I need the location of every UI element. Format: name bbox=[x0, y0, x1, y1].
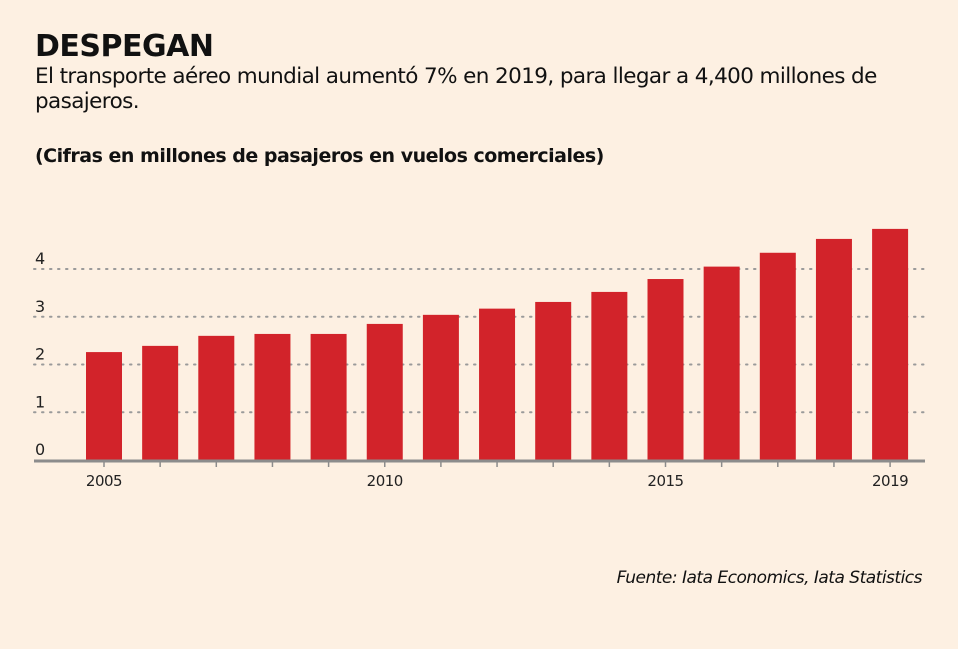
bar-2006 bbox=[142, 345, 179, 460]
x-tick-label: 2005 bbox=[86, 472, 122, 490]
bar-2011 bbox=[422, 314, 459, 460]
bar-2019 bbox=[872, 228, 909, 460]
y-tick-label: 3 bbox=[35, 297, 45, 316]
bars bbox=[86, 228, 909, 460]
bar-2005 bbox=[86, 352, 122, 460]
bar-2014 bbox=[591, 291, 628, 460]
x-tick-label: 2015 bbox=[647, 472, 683, 490]
chart-title: DESPEGAN bbox=[35, 29, 214, 64]
y-tick-label: 4 bbox=[35, 249, 45, 268]
bar-2015 bbox=[647, 279, 684, 460]
y-axis-labels: 0 1 2 3 4 bbox=[35, 249, 45, 459]
bar-2010 bbox=[366, 323, 403, 460]
bar-2009 bbox=[310, 333, 347, 460]
bar-2013 bbox=[535, 301, 572, 460]
bar-2018 bbox=[815, 238, 852, 460]
x-axis bbox=[34, 459, 925, 467]
unit-note: (Cifras en millones de pasajeros en vuel… bbox=[35, 145, 604, 167]
bar-2017 bbox=[759, 252, 796, 460]
chart-subtitle: El transporte aéreo mundial aumentó 7% e… bbox=[35, 64, 877, 114]
x-axis-labels: 2005 2010 2015 2019 bbox=[86, 472, 909, 490]
bar-2016 bbox=[703, 266, 740, 460]
x-tick-label: 2010 bbox=[367, 472, 403, 490]
y-tick-label: 2 bbox=[35, 345, 45, 364]
source-note: Fuente: Iata Economics, Iata Statistics bbox=[616, 568, 923, 588]
x-tick-label: 2019 bbox=[872, 472, 908, 490]
y-tick-label: 0 bbox=[35, 440, 45, 459]
bar-2007 bbox=[198, 335, 235, 460]
y-tick-label: 1 bbox=[35, 392, 45, 411]
bar-2012 bbox=[479, 308, 516, 460]
bar-2008 bbox=[254, 333, 291, 460]
